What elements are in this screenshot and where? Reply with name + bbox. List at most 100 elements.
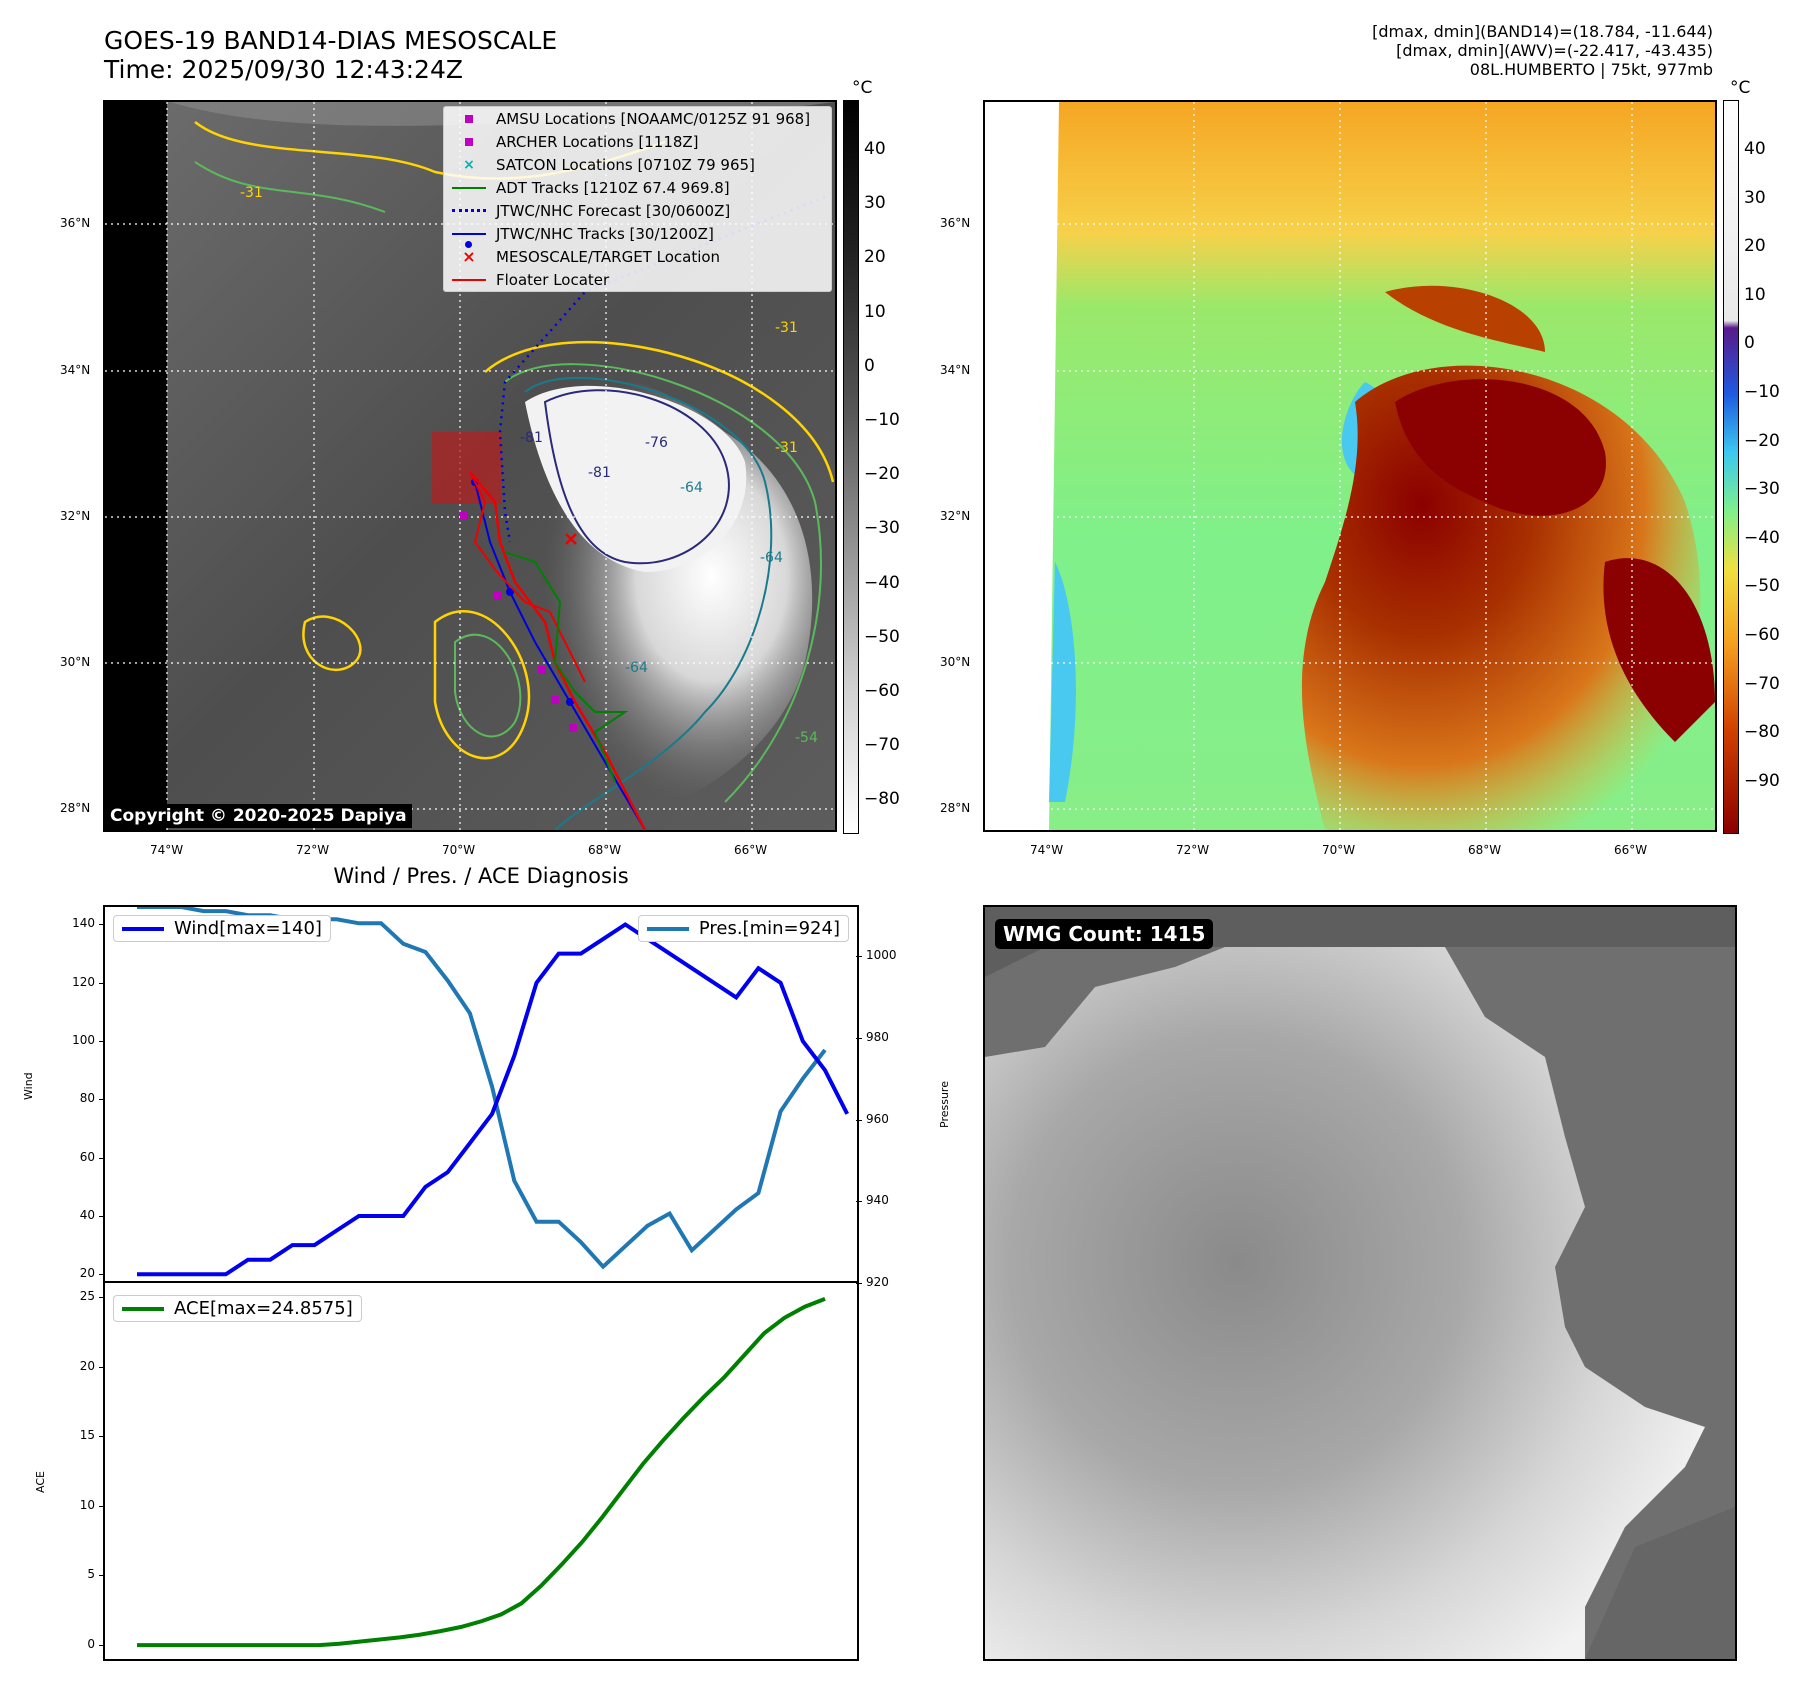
storm-core-east <box>1603 558 1715 742</box>
contour-label: -64 <box>680 480 703 496</box>
tick-mark <box>856 956 862 958</box>
color-colorbar-tick: −90 <box>1744 770 1780 791</box>
coldest-tops <box>525 385 747 572</box>
lon-label: 74°W <box>150 843 184 857</box>
wind-tick-label: 20 <box>79 1266 95 1281</box>
cirrus-band <box>1385 285 1545 352</box>
tick-mark <box>856 1201 862 1203</box>
ir-gray-map-panel: -81 -81 -76 -64 -64 -31 -31 -31 -54 -64 … <box>103 100 837 832</box>
ace-tick-label: 10 <box>79 1497 95 1512</box>
lon-label: 66°W <box>1614 843 1648 857</box>
pressure-axis-label: Pressure <box>938 1081 951 1128</box>
lat-label: 32°N <box>940 509 971 523</box>
archer-marker <box>493 592 501 600</box>
nhc-track <box>474 481 646 830</box>
wind-legend: Wind[max=140] <box>113 915 331 942</box>
gray-colorbar-tick: −10 <box>864 410 900 430</box>
ace-tick-label: 5 <box>87 1567 95 1582</box>
tick-mark <box>99 1505 105 1507</box>
tick-mark <box>99 1041 105 1043</box>
pressure-legend: Pres.[min=924] <box>637 915 849 942</box>
contour-label: -76 <box>645 435 668 451</box>
pressure-tick-label: 960 <box>866 1111 889 1126</box>
contour-label: -64 <box>625 660 648 676</box>
lat-label: 30°N <box>940 655 971 669</box>
no-data-strip <box>105 102 167 830</box>
mesoscale-box <box>432 432 502 504</box>
lon-label: 68°W <box>1468 843 1502 857</box>
wind-tick-label: 80 <box>79 1091 95 1106</box>
color-colorbar-tick: 20 <box>1744 236 1766 257</box>
legend-item: × SATCON Locations [0710Z 79 965] <box>444 153 831 176</box>
x-marker-icon: × <box>462 247 476 266</box>
title-line-2: Time: 2025/09/30 12:43:24Z <box>104 55 463 84</box>
contour-label: -54 <box>795 730 818 746</box>
gray-colorbar-tick: −30 <box>864 518 900 539</box>
info-line-2: [dmax, dmin](AWV)=(-22.417, -43.435) <box>1396 41 1713 60</box>
gray-colorbar-tick: −40 <box>864 572 900 593</box>
amsu-marker <box>460 512 468 520</box>
pressure-tick-label: 920 <box>866 1275 889 1289</box>
ir-color-map-panel <box>983 100 1717 832</box>
gray-colorbar-tick: 10 <box>864 301 886 322</box>
lon-label: 74°W <box>1030 843 1064 857</box>
lat-label: 28°N <box>940 801 971 815</box>
dotted-line-icon <box>450 209 488 212</box>
legend-item: JTWC/NHC Forecast [30/0600Z] <box>444 199 831 222</box>
ace-tick-label: 20 <box>79 1358 95 1373</box>
tick-mark <box>99 1296 105 1298</box>
lat-label: 34°N <box>60 363 91 377</box>
contour-label: -64 <box>760 550 783 566</box>
lon-label: 72°W <box>296 843 330 857</box>
ace-tick-label: 0 <box>87 1637 95 1652</box>
legend-item: AMSU Locations [NOAAMC/0125Z 91 968] <box>444 107 831 130</box>
gray-colorbar <box>843 100 859 834</box>
color-colorbar-tick: −70 <box>1744 673 1780 694</box>
legend-item: JTWC/NHC Tracks [30/1200Z] <box>444 222 831 248</box>
wind-line-icon <box>122 926 164 931</box>
wind-axis-label: Wind <box>22 1072 35 1100</box>
lat-label: 34°N <box>940 363 971 377</box>
wind-pressure-chart: Wind[max=140] Pres.[min=924] <box>103 905 859 1285</box>
tick-mark <box>99 1215 105 1217</box>
lat-label: 28°N <box>60 801 91 815</box>
lat-label: 30°N <box>60 655 91 669</box>
tick-mark <box>856 1283 862 1284</box>
tick-mark <box>99 1157 105 1159</box>
tick-mark <box>99 1436 105 1438</box>
tick-mark <box>99 1274 105 1276</box>
square-marker-icon <box>450 114 488 123</box>
gray-colorbar-tick: 0 <box>864 355 875 376</box>
contour-54 <box>504 363 822 803</box>
ace-tick-label: 15 <box>79 1428 95 1443</box>
tick-mark <box>856 1119 862 1121</box>
title-line-1: GOES-19 BAND14-DIAS MESOSCALE <box>104 26 558 55</box>
color-colorbar-tick: 10 <box>1744 284 1766 305</box>
line-icon <box>450 278 488 281</box>
lat-label: 36°N <box>940 216 971 230</box>
contour-label: -81 <box>520 430 543 446</box>
tick-mark <box>99 924 105 926</box>
lon-label: 66°W <box>734 843 768 857</box>
wmg-image <box>985 907 1735 1659</box>
copyright-label: Copyright © 2020-2025 Dapiya <box>105 804 412 828</box>
line-icon <box>450 186 488 189</box>
color-colorbar-tick: −10 <box>1744 382 1780 402</box>
contour-81 <box>543 389 730 565</box>
target-marker <box>565 533 577 545</box>
ace-legend: ACE[max=24.8575] <box>113 1295 362 1322</box>
floater-track <box>469 471 647 830</box>
lon-label: 68°W <box>588 843 622 857</box>
tick-mark <box>99 1099 105 1101</box>
wmg-count-label: WMG Count: 1415 <box>995 919 1214 949</box>
pressure-line-icon <box>646 926 689 931</box>
pressure-tick-label: 940 <box>866 1193 889 1208</box>
color-colorbar-tick: 0 <box>1744 333 1755 354</box>
lat-label: 36°N <box>60 216 91 230</box>
ace-plot <box>137 1297 826 1648</box>
x-marker-icon: × <box>463 156 475 173</box>
wind-tick-label: 40 <box>79 1207 95 1222</box>
info-line-1: [dmax, dmin](BAND14)=(18.784, -11.644) <box>1372 22 1713 41</box>
ace-line-icon <box>122 1306 164 1311</box>
pressure-tick-label: 980 <box>866 1029 889 1044</box>
